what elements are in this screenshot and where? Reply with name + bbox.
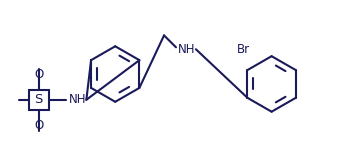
Text: NH: NH (69, 93, 86, 106)
Text: NH: NH (178, 43, 195, 56)
Text: O: O (34, 68, 43, 80)
Text: Br: Br (237, 43, 250, 56)
Text: O: O (34, 119, 43, 132)
Text: S: S (34, 93, 43, 106)
Bar (29, 90, 48, 110)
